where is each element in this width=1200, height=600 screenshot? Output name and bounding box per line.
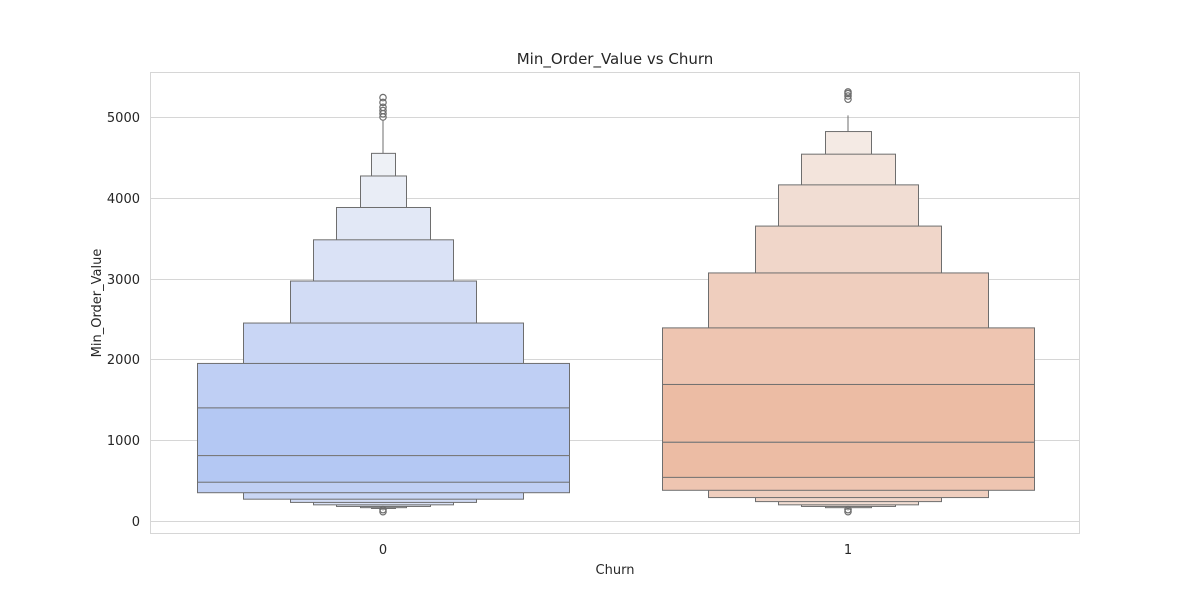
y-tick-label: 5000 [107, 111, 140, 126]
outlier-point [379, 103, 387, 112]
outlier-point [844, 88, 852, 96]
box-layer [197, 88, 1035, 516]
outlier-point [379, 98, 387, 107]
chart-title: Min_Order_Value vs Churn [517, 50, 714, 69]
y-tick-label: 2000 [107, 353, 140, 368]
outlier-point [379, 106, 387, 115]
y-tick-label: 3000 [107, 273, 140, 288]
y-tick-label: 4000 [107, 192, 140, 207]
outlier-point [844, 95, 852, 104]
outlier-point [844, 92, 852, 100]
outlier-point [379, 93, 387, 102]
boxen-level [662, 383, 1035, 478]
y-axis-label: Min_Order_Value [90, 249, 105, 358]
boxen-group-0 [197, 93, 570, 516]
boxen-level [197, 407, 570, 483]
y-tick-labels: 0 1000 2000 3000 4000 5000 [107, 111, 140, 530]
x-tick-label: 1 [844, 543, 852, 558]
x-tick-label: 0 [379, 543, 387, 558]
y-tick-label: 0 [132, 515, 140, 530]
x-axis-label: Churn [596, 563, 635, 578]
y-tick-label: 1000 [107, 434, 140, 449]
plot-frame [150, 72, 1080, 534]
outlier-point [379, 505, 387, 514]
boxen-group-1 [662, 88, 1035, 516]
outlier-point [844, 505, 852, 514]
